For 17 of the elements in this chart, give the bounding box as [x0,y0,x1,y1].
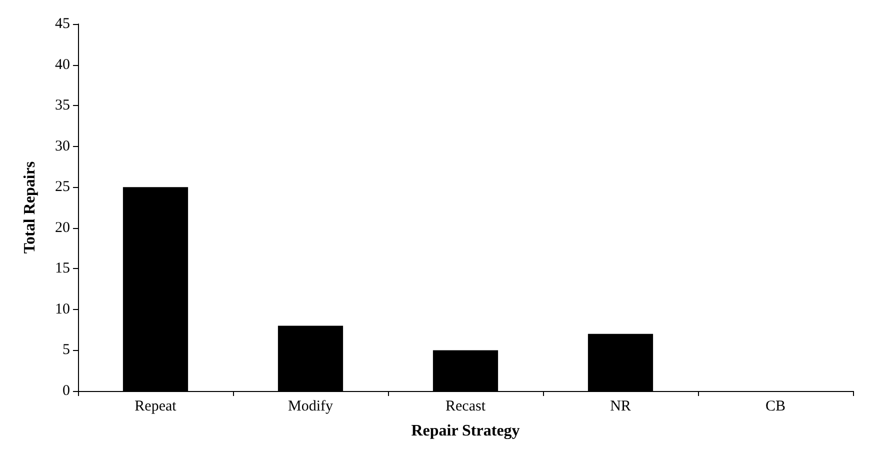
y-tick-label: 25 [55,179,70,196]
x-tick-label: CB [765,398,786,414]
x-tick-label: Modify [288,398,334,414]
y-tick-label: 15 [55,260,70,277]
y-tick-label: 5 [62,342,70,358]
y-tick-label: 40 [55,56,70,73]
y-tick-label: 20 [55,220,70,236]
y-tick-label: 45 [55,16,70,32]
x-tick-label: Repeat [134,398,178,414]
x-tick-label: NR [610,398,631,414]
y-tick-label: 0 [62,383,70,399]
x-tick-label: Recast [446,398,486,414]
y-tick-label: 10 [55,301,70,318]
y-tick-label: 35 [55,98,70,114]
y-tick-label: 30 [55,138,70,154]
y-axis-title: Total Repairs [22,161,38,254]
x-axis-title: Repair Strategy [411,422,520,440]
